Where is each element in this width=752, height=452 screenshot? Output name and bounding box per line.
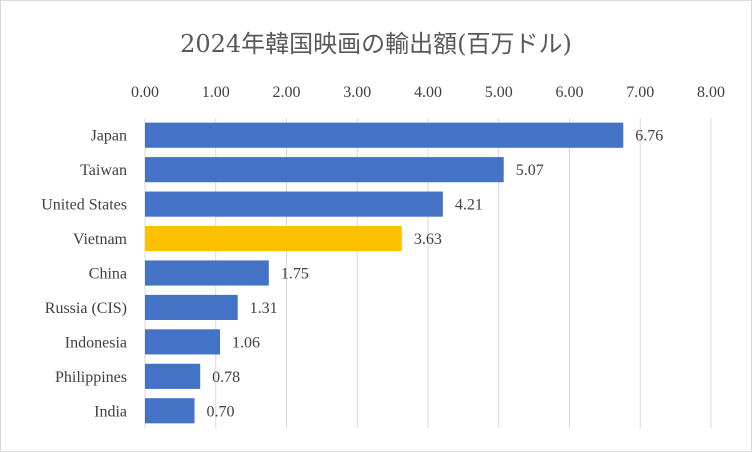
data-label: 0.70	[207, 403, 235, 420]
x-tick-label: 0.00	[131, 84, 159, 101]
category-label: India	[94, 403, 127, 420]
data-label: 1.31	[250, 300, 278, 317]
x-tick-label: 1.00	[202, 84, 230, 101]
data-label: 5.07	[516, 162, 544, 179]
x-tick-label: 3.00	[343, 84, 371, 101]
category-label: United States	[41, 197, 127, 214]
bar	[145, 191, 443, 217]
category-label: Indonesia	[65, 334, 127, 351]
x-tick-label: 8.00	[697, 84, 725, 101]
data-label: 6.76	[635, 128, 663, 145]
data-label: 3.63	[414, 231, 442, 248]
category-label: Japan	[91, 128, 127, 145]
data-label: 4.21	[455, 197, 483, 214]
bar	[145, 398, 195, 424]
bar	[145, 329, 220, 355]
bar	[145, 157, 504, 183]
chart-title: 2024年韓国映画の輸出額(百万ドル)	[180, 30, 572, 58]
category-label: Vietnam	[73, 231, 128, 248]
data-label: 1.06	[232, 334, 260, 351]
x-tick-label: 2.00	[273, 84, 301, 101]
x-axis-tick-labels: 0.00 1.00 2.00 3.00 4.00 5.00 6.00 7.00 8.00	[131, 84, 725, 101]
x-tick-label: 7.00	[626, 84, 654, 101]
bar	[145, 294, 238, 321]
category-label: China	[89, 266, 127, 283]
bar	[145, 225, 402, 252]
data-labels: 6.76 5.07 4.21 3.63 1.751.31 1.06 0.78 0.70	[207, 128, 664, 421]
data-label: 1.75	[281, 266, 309, 283]
bar	[145, 363, 201, 389]
category-label: Taiwan	[80, 162, 127, 179]
category-label: Philippines	[55, 369, 127, 386]
bars	[145, 122, 624, 424]
category-label: Russia (CIS)	[45, 300, 127, 317]
x-tick-label: 5.00	[485, 84, 513, 101]
x-tick-label: 6.00	[556, 84, 584, 101]
x-tick-label: 4.00	[414, 84, 442, 101]
bar	[145, 122, 624, 148]
data-label: 0.78	[212, 369, 240, 386]
category-labels: Japan Taiwan United States Vietnam China Russ…	[41, 128, 127, 421]
bar	[145, 260, 269, 286]
